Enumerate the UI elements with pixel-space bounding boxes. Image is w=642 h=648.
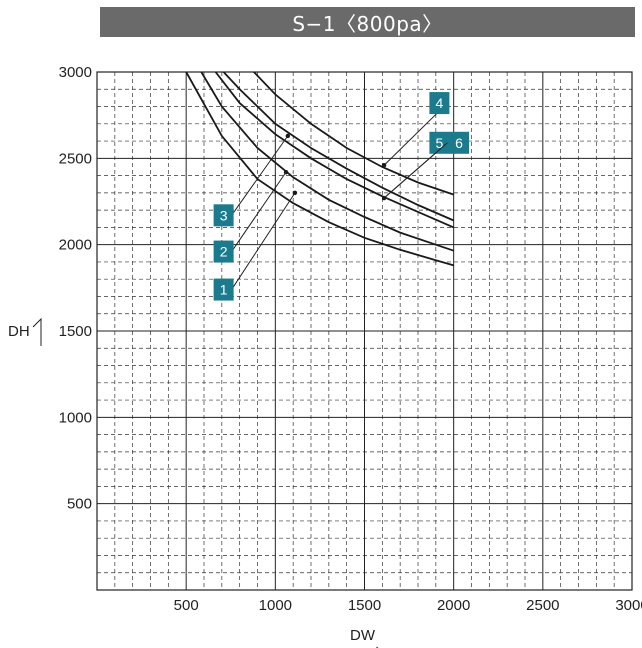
x-tick-label: 1000 [259,597,292,614]
grid-lines [97,72,632,590]
y-tick-label: 3000 [59,64,92,81]
x-tick-label: 2500 [526,597,559,614]
badge-box [213,204,234,227]
curve-series-5 [222,71,455,222]
x-axis-label: DW [350,627,376,644]
badge-label: 3 [220,207,228,223]
badge-box [429,131,450,154]
badge-1: 1 [213,192,296,301]
badge-label: 4 [436,95,444,111]
leader-line [231,135,289,216]
y-axis-label: DH [8,323,30,340]
plot-frame [96,71,633,591]
curve-series-2 [200,71,454,252]
y-tick-label: 1500 [59,323,92,340]
badge-2: 2 [213,171,287,263]
badge-label: 5 [436,135,444,151]
y-axis-label-mark [32,317,42,346]
badge-3: 3 [213,135,289,227]
curve-series-4 [253,71,454,196]
x-tick-label: 3000 [615,597,642,614]
curve-series-1 [185,71,454,267]
badge-box [449,131,470,154]
chart-title: S−1〈800pa〉 [100,7,635,37]
x-tick-label: 2000 [437,597,470,614]
badge-label: 2 [220,244,228,260]
badge-5: 5 [383,131,450,199]
y-tick-label: 2000 [59,237,92,254]
badge-label: 1 [220,282,228,298]
y-tick-label: 2500 [59,150,92,167]
y-tick-label: 500 [67,496,92,513]
badge-box [429,92,450,115]
leader-line [231,192,296,290]
curve-series-3 [214,71,455,229]
badge-label: 6 [455,135,463,151]
leader-line [383,142,448,199]
badge-6: 6 [383,131,470,199]
badge-box [213,240,234,263]
leader-line [231,171,287,252]
y-tick-label: 1000 [59,409,92,426]
badge-4: 4 [383,92,450,166]
badge-box [213,278,234,301]
x-tick-label: 500 [174,597,199,614]
x-tick-label: 1500 [348,597,381,614]
